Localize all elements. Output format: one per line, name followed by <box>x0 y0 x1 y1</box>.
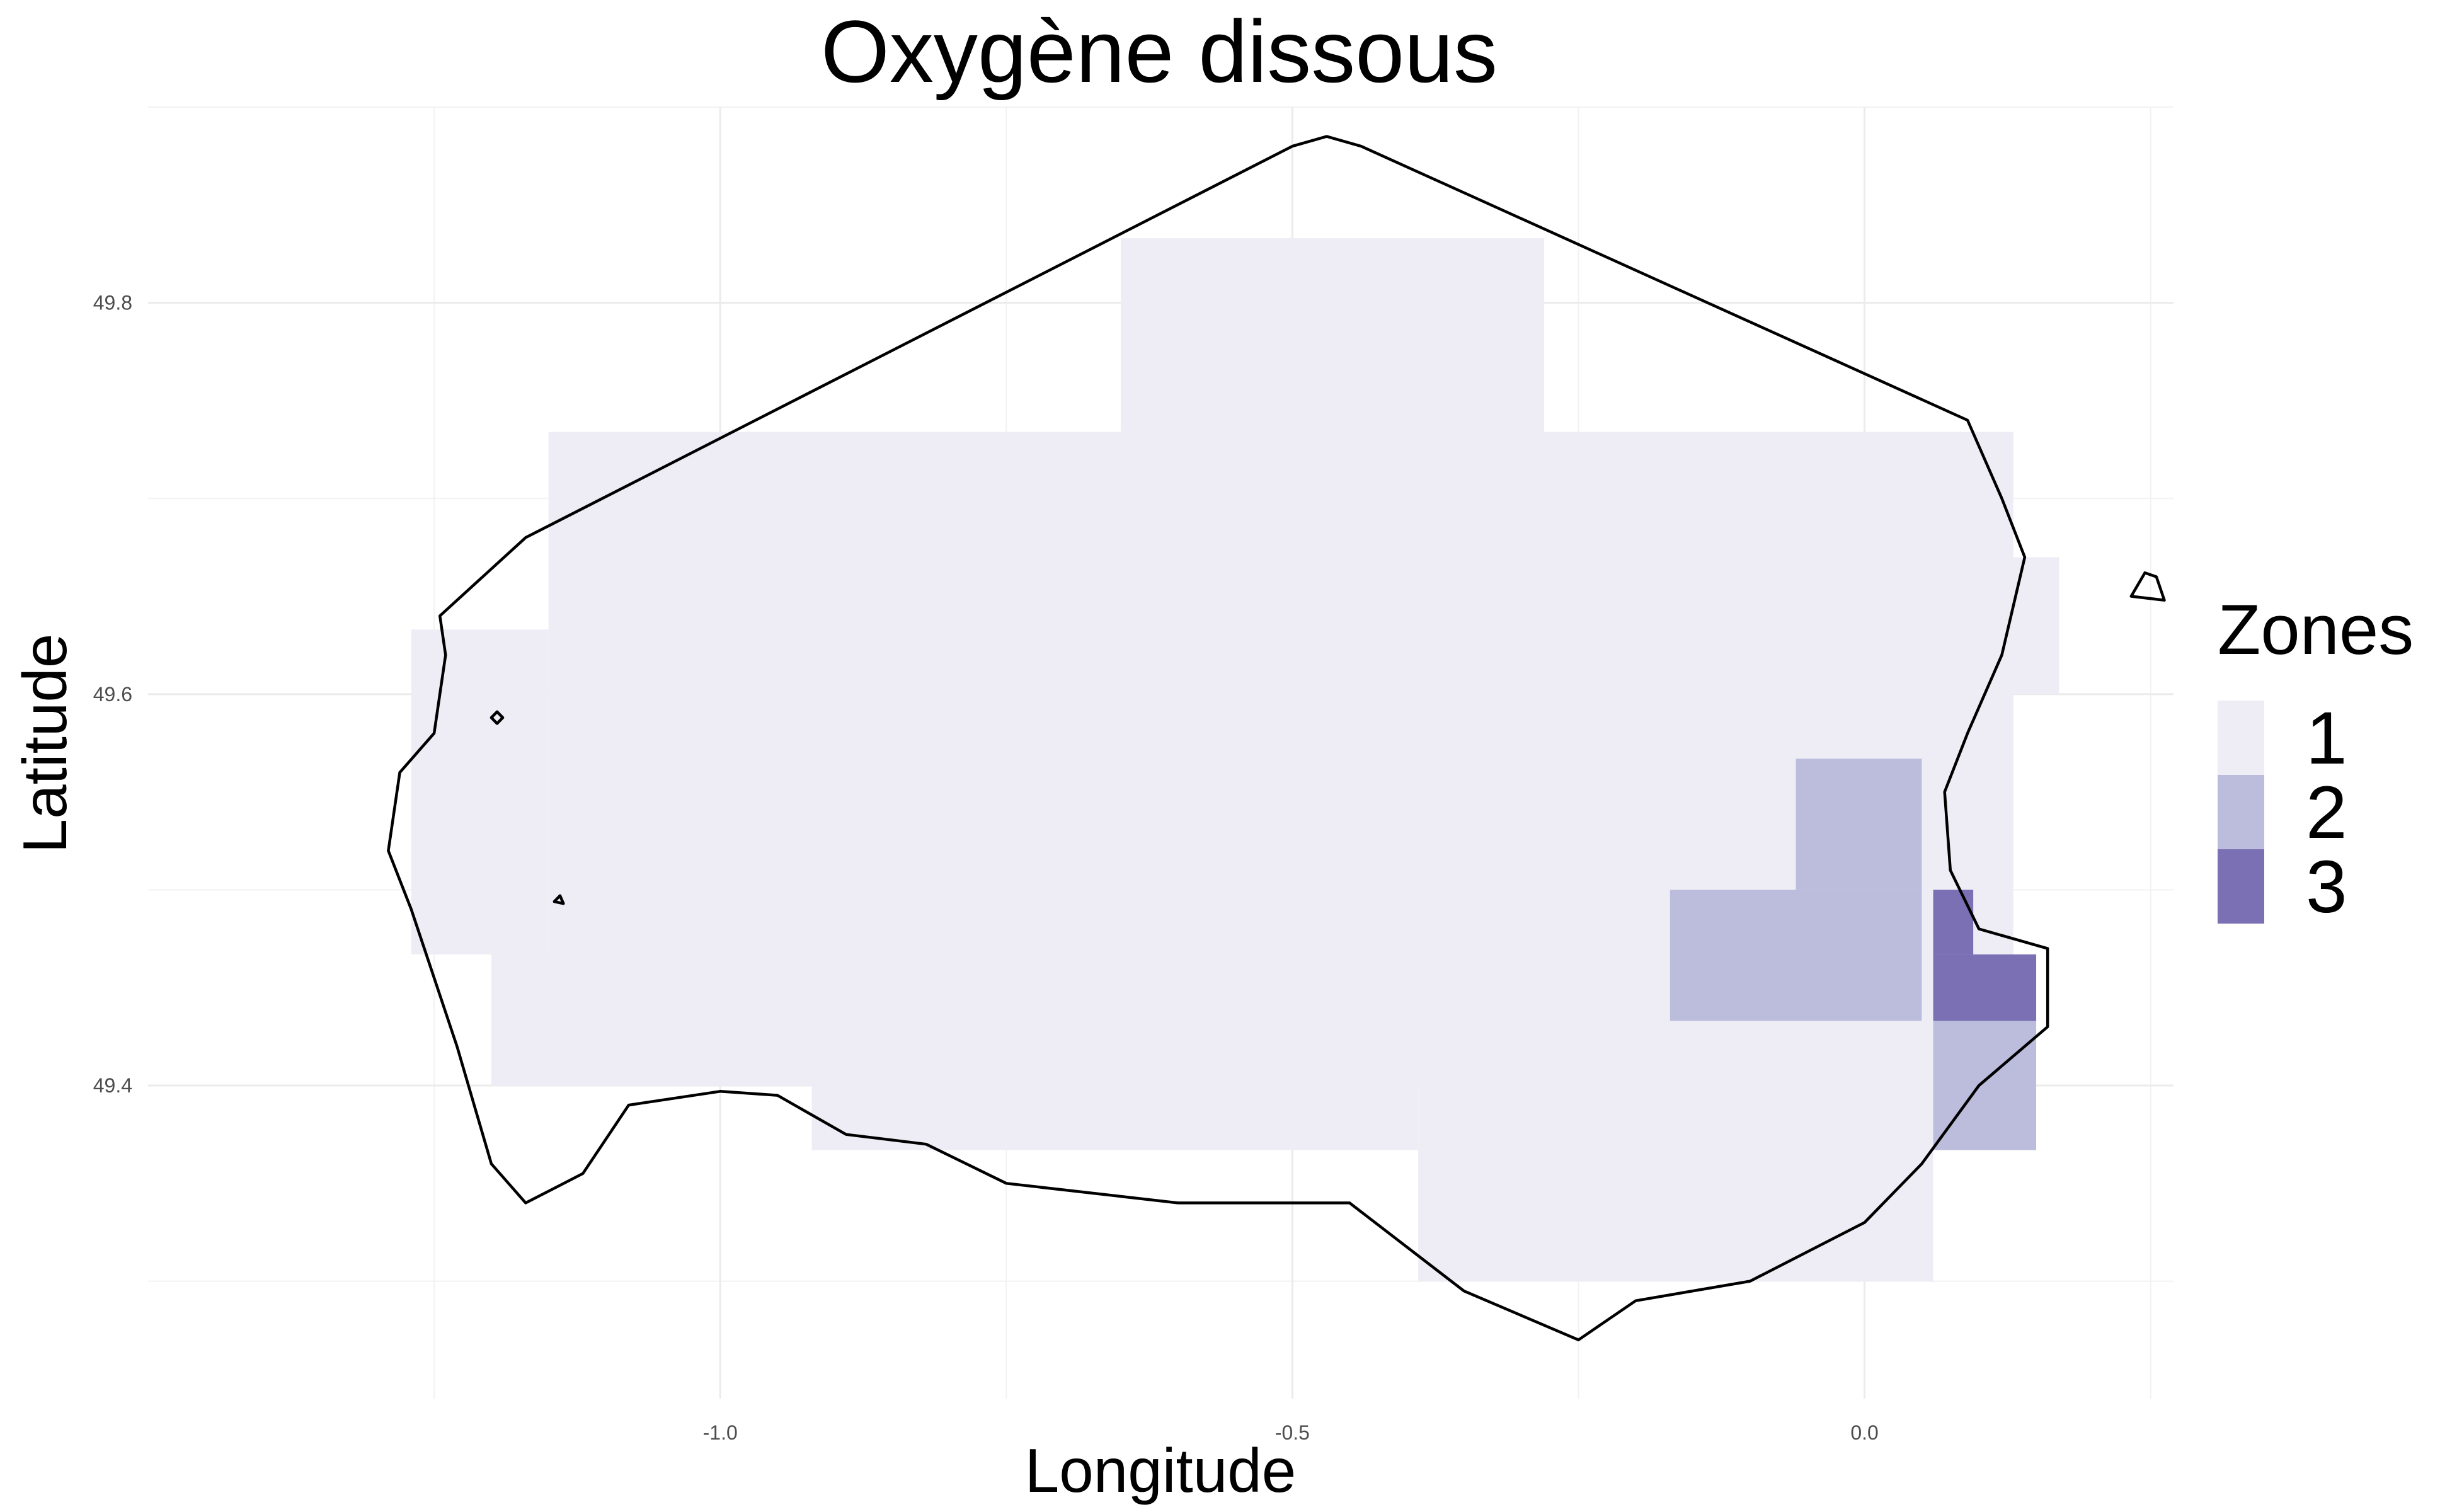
legend-label-2: 2 <box>2306 771 2347 854</box>
legend-label-1: 1 <box>2306 697 2347 780</box>
legend-keys: 123 <box>2218 697 2347 929</box>
map-title: Oxygène dissous <box>821 2 1498 101</box>
legend-key-3 <box>2218 849 2264 924</box>
zone-cell-3 <box>1933 954 2037 1021</box>
y-tick-label: 49.6 <box>93 683 132 706</box>
x-axis-title: Longitude <box>1025 1436 1297 1505</box>
legend-label-3: 3 <box>2306 845 2347 929</box>
legend: Zones 123 <box>2218 590 2414 929</box>
y-tick-label: 49.8 <box>93 292 132 314</box>
zone-cell-2 <box>1796 759 1922 890</box>
legend-title: Zones <box>2218 590 2414 669</box>
zone-cell-3 <box>1933 890 1974 954</box>
y-axis-title: Latitude <box>10 634 79 854</box>
y-axis: 49.4 49.6 49.8 <box>93 292 132 1097</box>
legend-key-2 <box>2218 775 2264 849</box>
legend-key-1 <box>2218 701 2264 775</box>
coastline-island <box>2129 571 2166 602</box>
coastline-island <box>490 710 505 725</box>
x-tick-label: -0.5 <box>1275 1421 1310 1444</box>
x-axis: -1.0 -0.5 0.0 <box>703 1421 1879 1444</box>
zone-cell-2 <box>1670 890 1922 1021</box>
zone-cell-1 <box>411 629 549 954</box>
zone-cell-1 <box>548 432 2013 954</box>
x-tick-label: -1.0 <box>703 1421 738 1444</box>
zone-cell-1 <box>1120 238 1544 432</box>
zone-cell-2 <box>1933 1021 2037 1150</box>
coastline <box>387 135 2166 1342</box>
x-tick-label: 0.0 <box>1850 1421 1878 1444</box>
zone-cell-1 <box>2013 557 2059 694</box>
zone-cell-1 <box>491 954 549 1086</box>
zone-cell-1 <box>1418 1085 1933 1281</box>
zone-cells <box>411 238 2059 1281</box>
y-tick-label: 49.4 <box>93 1074 132 1097</box>
coastline-boundary <box>387 135 2049 1342</box>
coastline-island <box>553 894 565 905</box>
zone-cell-1 <box>811 1085 1419 1150</box>
